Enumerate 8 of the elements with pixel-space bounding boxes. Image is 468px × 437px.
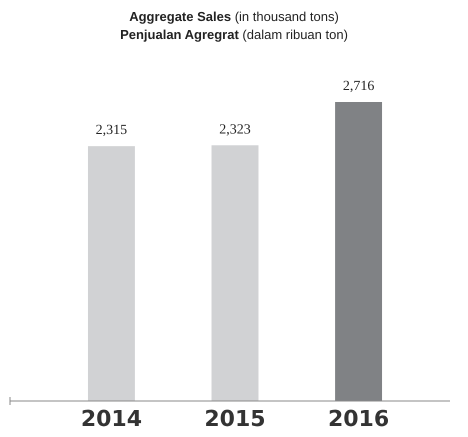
chart-title: Aggregate Sales (in thousand tons) bbox=[129, 9, 339, 24]
data-label: 2,315 bbox=[96, 123, 128, 138]
x-tick-label: 2015 bbox=[204, 407, 266, 432]
data-label: 2,323 bbox=[219, 122, 251, 138]
x-tick-label: 2014 bbox=[80, 407, 142, 432]
data-label: 2,716 bbox=[342, 79, 374, 94]
x-tick-label: 2016 bbox=[328, 407, 390, 432]
chart-subtitle: Penjualan Agregrat (dalam ribuan ton) bbox=[120, 27, 348, 42]
